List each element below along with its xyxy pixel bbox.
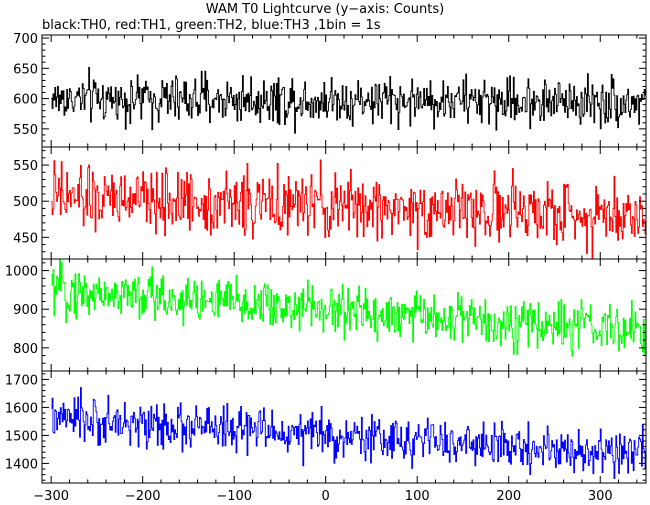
y-tick-label: 1500 <box>5 429 38 444</box>
panel-th0: 550 600 650 700 <box>13 32 647 148</box>
y-tick-label: 450 <box>13 231 38 246</box>
y-tick-label: 700 <box>13 32 38 47</box>
y-tick-label: 1400 <box>5 457 38 472</box>
x-tick-label: 300 <box>588 489 613 504</box>
panel-th1: 450 500 550 <box>13 146 647 260</box>
chart-subtitle: black:TH0, red:TH1, green:TH2, blue:TH3 … <box>42 18 381 33</box>
panel-th2: 800 900 1000 <box>5 258 647 372</box>
panel-th3: 1400 1500 1600 1700 <box>5 370 647 484</box>
y-tick-label: 550 <box>13 123 38 138</box>
x-tick-label: −200 <box>125 489 161 504</box>
y-tick-label: 600 <box>13 93 38 108</box>
y-tick-label: 1000 <box>5 265 38 280</box>
y-tick-label: 1600 <box>5 401 38 416</box>
y-tick-label: 650 <box>13 62 38 77</box>
x-tick-label: −100 <box>216 489 252 504</box>
y-tick-label: 800 <box>13 342 38 357</box>
x-tick-label: −300 <box>33 489 69 504</box>
y-tick-label: 550 <box>13 159 38 174</box>
series-line-th3 <box>51 387 646 480</box>
panels-layer: 5506006507004505005508009001000140015001… <box>5 32 647 484</box>
x-tick-label: 100 <box>405 489 430 504</box>
y-tick-label: 900 <box>13 303 38 318</box>
series-line-th1 <box>51 159 646 259</box>
x-tick-label: 0 <box>322 489 330 504</box>
y-tick-label: 500 <box>13 195 38 210</box>
series-line-th0 <box>51 66 646 134</box>
x-axis: −300 −200 −100 0 100 200 300 <box>33 489 612 504</box>
x-tick-label: 200 <box>496 489 521 504</box>
series-line-th2 <box>51 259 646 357</box>
chart-title: WAM T0 Lightcurve (y−axis: Counts) <box>206 2 444 17</box>
y-tick-label: 1700 <box>5 373 38 388</box>
